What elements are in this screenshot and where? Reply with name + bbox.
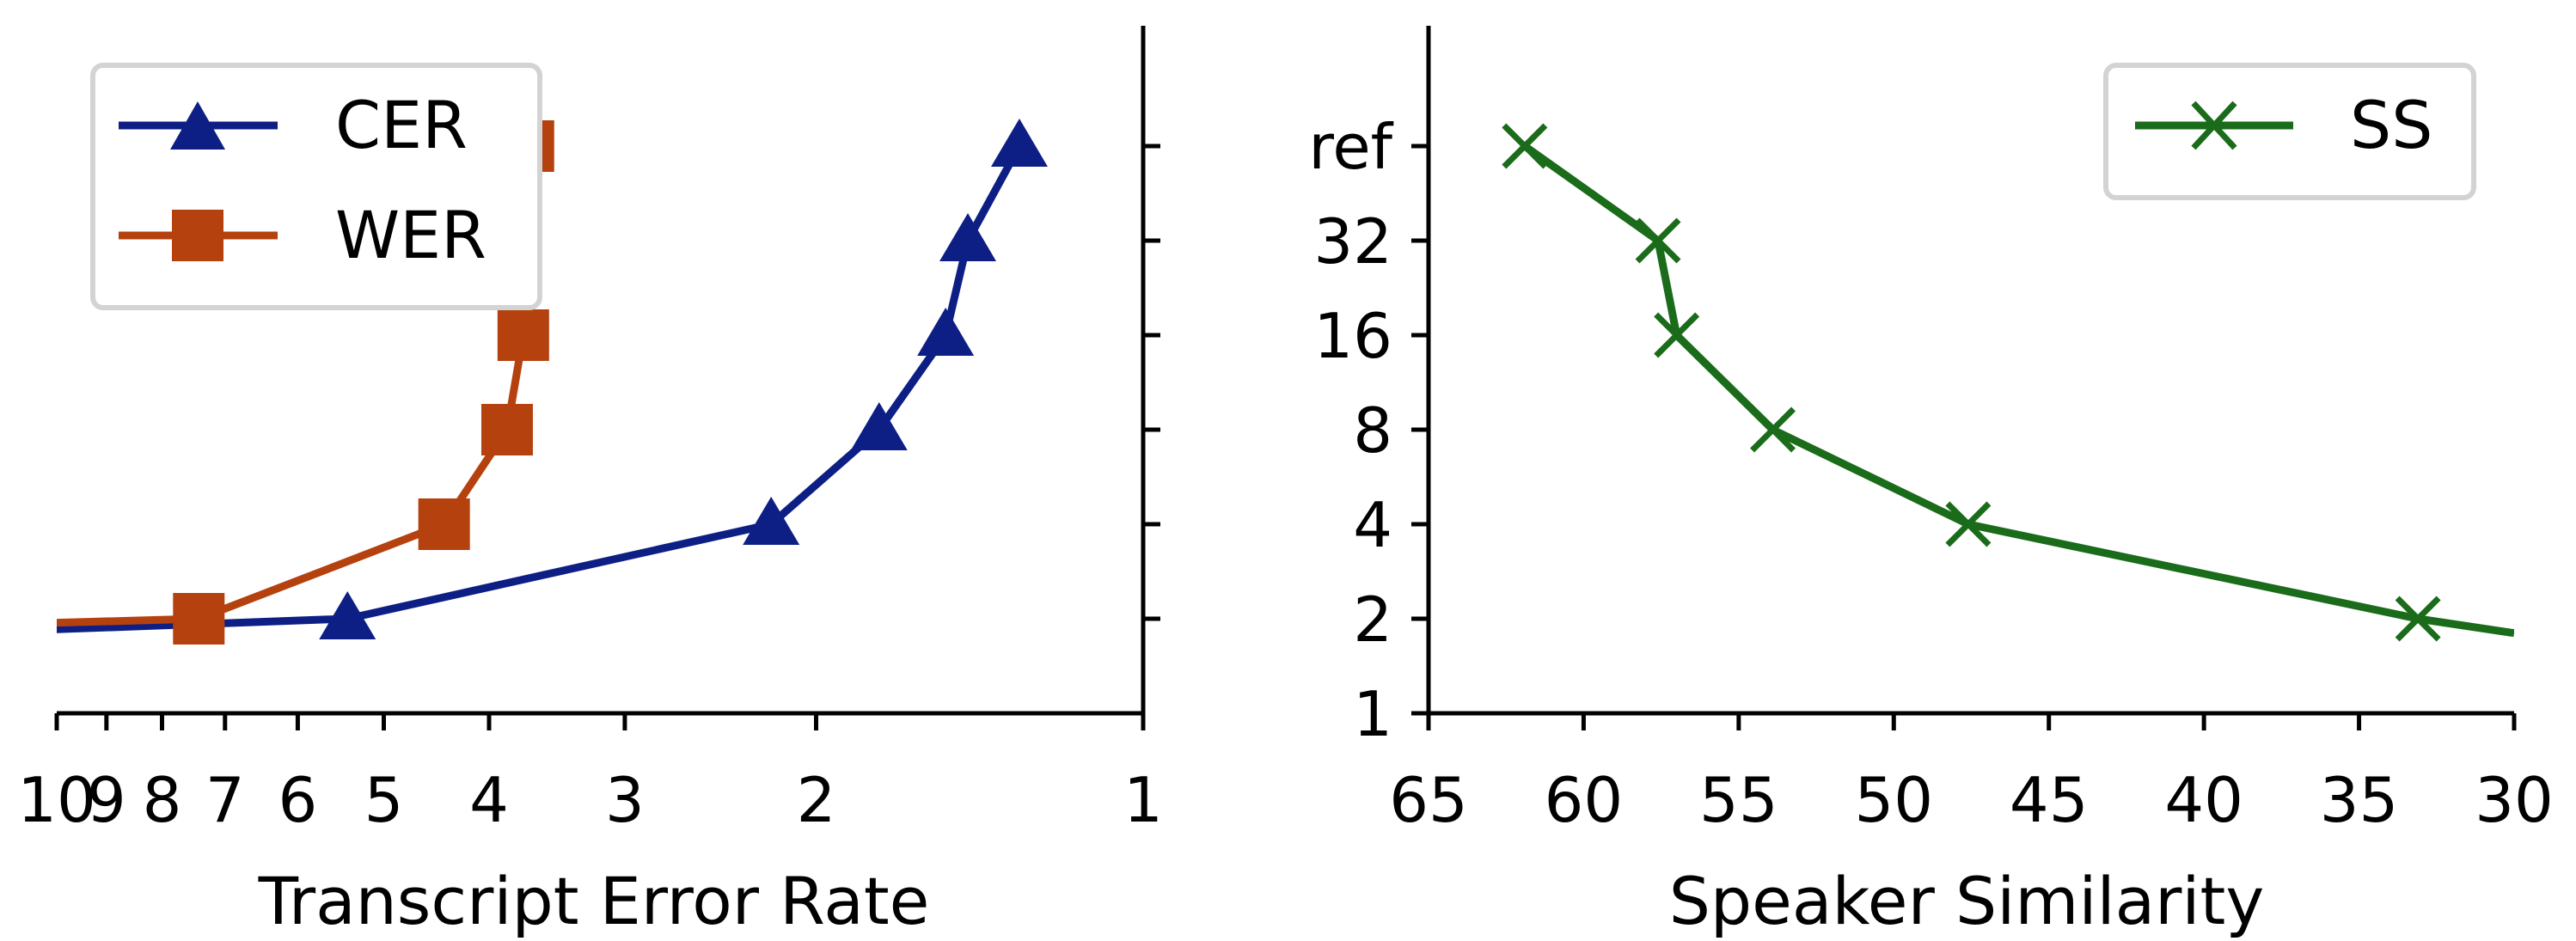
cer-point-2 bbox=[319, 591, 376, 639]
ss-point-16 bbox=[1654, 312, 1700, 358]
wer-point-2 bbox=[173, 593, 225, 645]
ss-point-32 bbox=[1635, 217, 1681, 264]
right-x-axis-title: Speaker Similarity bbox=[1669, 863, 2265, 939]
ss-point-4 bbox=[1945, 501, 1992, 547]
right-y-tick-label-4: 4 bbox=[1353, 489, 1392, 561]
ss-point-2-stroke-b bbox=[2395, 596, 2441, 642]
left-x-axis-title: Transcript Error Rate bbox=[258, 863, 930, 939]
right-panel: Speaker Similarity 65 60 55 50 45 40 35 30 1 2 4 8 1… bbox=[1308, 26, 2554, 939]
wer-point-16 bbox=[497, 309, 549, 361]
ss-point-8-stroke-b bbox=[1750, 406, 1796, 453]
cer-point-4 bbox=[743, 497, 800, 545]
legend-wer-marker bbox=[172, 210, 223, 261]
left-x-tick-label-8: 8 bbox=[143, 764, 182, 836]
left-x-tick-label-4: 4 bbox=[469, 764, 509, 836]
left-x-tick-label-3: 3 bbox=[605, 764, 645, 836]
right-y-tick-label-8: 8 bbox=[1353, 394, 1392, 467]
right-x-tick-label-55: 55 bbox=[1699, 764, 1778, 836]
left-panel: Transcript Error Rate 109 8 7 6 5 4 3 2 1 CER WE… bbox=[17, 26, 1163, 939]
cer-point-16 bbox=[917, 308, 975, 356]
left-x-tick-label-5: 5 bbox=[364, 764, 404, 836]
left-x-tick-label-1: 1 bbox=[1123, 764, 1163, 836]
cer-point-8 bbox=[850, 402, 908, 450]
right-y-tick-label-2: 2 bbox=[1353, 584, 1392, 656]
cer-point-32 bbox=[939, 213, 997, 261]
ss-point-32-stroke-b bbox=[1635, 217, 1681, 264]
right-y-tick-label-16: 16 bbox=[1313, 300, 1392, 372]
right-x-tick-label-50: 50 bbox=[1854, 764, 1933, 836]
right-x-tick-label-65: 65 bbox=[1389, 764, 1468, 836]
cer-point-ref bbox=[990, 119, 1048, 167]
right-x-tick-label-45: 45 bbox=[2010, 764, 2089, 836]
right-legend: SS bbox=[2103, 63, 2476, 200]
right-plot-area bbox=[1522, 143, 2514, 638]
legend-ss-label: SS bbox=[2350, 87, 2432, 163]
right-y-tick-label-1: 1 bbox=[1353, 678, 1392, 750]
left-x-tick-label-9: 9 bbox=[87, 764, 126, 836]
right-x-tick-label-30: 30 bbox=[2475, 764, 2554, 836]
wer-point-8 bbox=[480, 404, 533, 455]
wer-point-4 bbox=[418, 498, 470, 550]
legend-cer-marker bbox=[170, 101, 225, 150]
legend-cer-label: CER bbox=[335, 87, 468, 163]
ss-point-2 bbox=[2395, 596, 2441, 642]
left-x-tick-label-6: 6 bbox=[278, 764, 318, 836]
right-x-tick-label-60: 60 bbox=[1545, 764, 1624, 836]
right-x-tick-label-40: 40 bbox=[2164, 764, 2243, 836]
legend-ss-marker bbox=[2191, 101, 2237, 150]
ss-point-16-stroke-b bbox=[1654, 312, 1700, 358]
ss-point-ref bbox=[1502, 123, 1548, 169]
left-legend: CER WER bbox=[90, 63, 542, 310]
right-y-tick-label-32: 32 bbox=[1313, 205, 1392, 278]
legend-wer-label: WER bbox=[335, 197, 486, 273]
ss-point-4-stroke-b bbox=[1945, 501, 1992, 547]
left-x-tick-label-7: 7 bbox=[205, 764, 245, 836]
right-y-tick-label-ref: ref bbox=[1308, 111, 1393, 183]
right-x-tick-label-35: 35 bbox=[2320, 764, 2399, 836]
left-x-tick-label-2: 2 bbox=[797, 764, 836, 836]
ss-point-ref-stroke-b bbox=[1502, 123, 1548, 169]
ss-series-line bbox=[1522, 143, 2514, 638]
ss-point-8 bbox=[1750, 406, 1796, 453]
right-legend-box bbox=[2103, 63, 2476, 200]
left-x-tick-label-10: 10 bbox=[17, 764, 96, 836]
